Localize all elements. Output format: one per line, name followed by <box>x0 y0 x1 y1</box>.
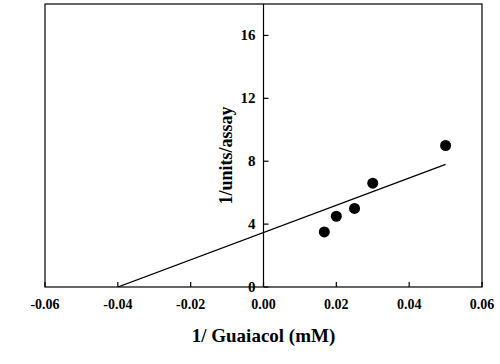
x-tick-label: 0.06 <box>470 297 495 312</box>
plot-marks <box>118 140 451 287</box>
x-tick-label: 0.02 <box>324 297 349 312</box>
y-tick <box>264 98 269 99</box>
x-tick <box>263 282 264 287</box>
plot-frame <box>45 4 482 287</box>
y-axis-line <box>263 4 264 287</box>
data-point <box>367 178 378 189</box>
x-tick-label: 0.00 <box>251 297 276 312</box>
y-tick-label: 8 <box>248 153 256 169</box>
x-tick-label: -0.02 <box>176 297 205 312</box>
x-axis-label: 1/ Guaiacol (mM) <box>192 325 336 347</box>
data-point <box>349 203 360 214</box>
y-tick-label: 12 <box>241 90 256 106</box>
x-tick-label: -0.06 <box>30 297 59 312</box>
x-tick <box>481 282 482 287</box>
x-tick <box>190 282 191 287</box>
y-tick <box>264 286 269 287</box>
y-tick <box>264 161 269 162</box>
y-tick-label: 0 <box>248 279 256 295</box>
fit-line <box>118 164 446 287</box>
chart-svg: -0.06 -0.04 -0.02 0.00 0.02 0.04 0.06 0 4 8 12 16 1/… <box>0 0 500 364</box>
chart-root: -0.06 -0.04 -0.02 0.00 0.02 0.04 0.06 0 4 8 12 16 1/… <box>0 0 500 364</box>
y-tick <box>264 224 269 225</box>
y-tick-label: 4 <box>248 216 256 232</box>
x-tick <box>409 282 410 287</box>
x-tick-label: -0.04 <box>103 297 132 312</box>
x-tick-label: 0.04 <box>397 297 422 312</box>
data-point <box>440 140 451 151</box>
x-tick <box>336 282 337 287</box>
x-tick <box>44 282 45 287</box>
y-tick <box>264 35 269 36</box>
y-tick-label: 16 <box>241 27 257 43</box>
data-point <box>331 211 342 222</box>
y-axis-label: 1/units/assay <box>216 106 236 204</box>
data-point <box>319 226 330 237</box>
